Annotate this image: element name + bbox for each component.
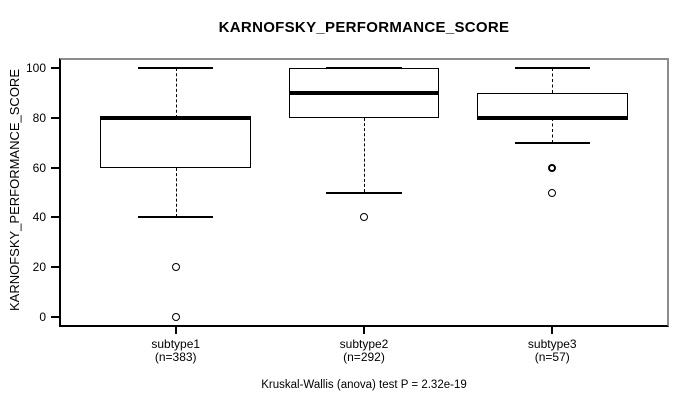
x-tick-mark xyxy=(363,327,365,334)
whisker-upper-cap xyxy=(514,66,590,69)
y-tick-mark xyxy=(51,116,59,119)
median-line xyxy=(476,115,628,120)
outlier-point xyxy=(548,188,557,197)
y-tick-label: 100 xyxy=(25,60,46,75)
y-axis-title: KARNOFSKY_PERFORMANCE_SCORE xyxy=(7,69,22,311)
outlier-point xyxy=(360,213,368,222)
x-category-name: subtype1 xyxy=(151,337,201,351)
box-subtype3 xyxy=(476,92,628,118)
whisker-upper-cap xyxy=(138,66,214,69)
y-tick-mark xyxy=(51,216,59,219)
outlier-point xyxy=(171,263,180,272)
x-category-label: subtype2 (n=292) xyxy=(294,338,434,364)
whisker-lower-line xyxy=(175,167,177,218)
x-tick-mark xyxy=(551,327,554,334)
whisker-lower-cap xyxy=(326,191,402,194)
whisker-lower-line xyxy=(552,117,554,143)
x-tick-mark xyxy=(174,327,177,334)
y-tick-mark xyxy=(51,166,59,169)
x-category-count: (n=383) xyxy=(154,350,197,364)
outlier-point xyxy=(548,163,557,172)
outlier-point xyxy=(171,313,180,322)
x-category-name: subtype3 xyxy=(527,337,577,351)
y-tick-label: 20 xyxy=(32,260,46,275)
y-tick-mark xyxy=(51,66,59,69)
whisker-lower-line xyxy=(364,117,365,193)
median-line xyxy=(100,115,252,120)
y-tick-label: 60 xyxy=(32,160,46,175)
whisker-upper-line xyxy=(175,67,177,118)
y-tick-label: 40 xyxy=(32,210,46,225)
y-tick-label: 0 xyxy=(39,310,46,325)
x-category-label: subtype3 (n=57) xyxy=(482,338,622,364)
x-category-count: (n=57) xyxy=(534,350,570,364)
stats-annotation: Kruskal-Wallis (anova) test P = 2.32e-19 xyxy=(261,379,467,391)
chart-title: KARNOFSKY_PERFORMANCE_SCORE xyxy=(218,19,510,36)
x-category-label: subtype1 (n=383) xyxy=(106,338,246,364)
median-line xyxy=(288,90,440,95)
whisker-upper-line xyxy=(552,67,554,93)
whisker-lower-cap xyxy=(514,141,590,144)
y-tick-mark xyxy=(51,316,59,319)
x-category-count: (n=292) xyxy=(343,350,385,364)
box-subtype1 xyxy=(100,117,252,168)
whisker-lower-cap xyxy=(138,216,214,219)
y-tick-label: 80 xyxy=(32,110,46,125)
y-tick-mark xyxy=(51,266,59,269)
x-category-name: subtype2 xyxy=(339,337,389,351)
plot-area xyxy=(59,58,669,327)
